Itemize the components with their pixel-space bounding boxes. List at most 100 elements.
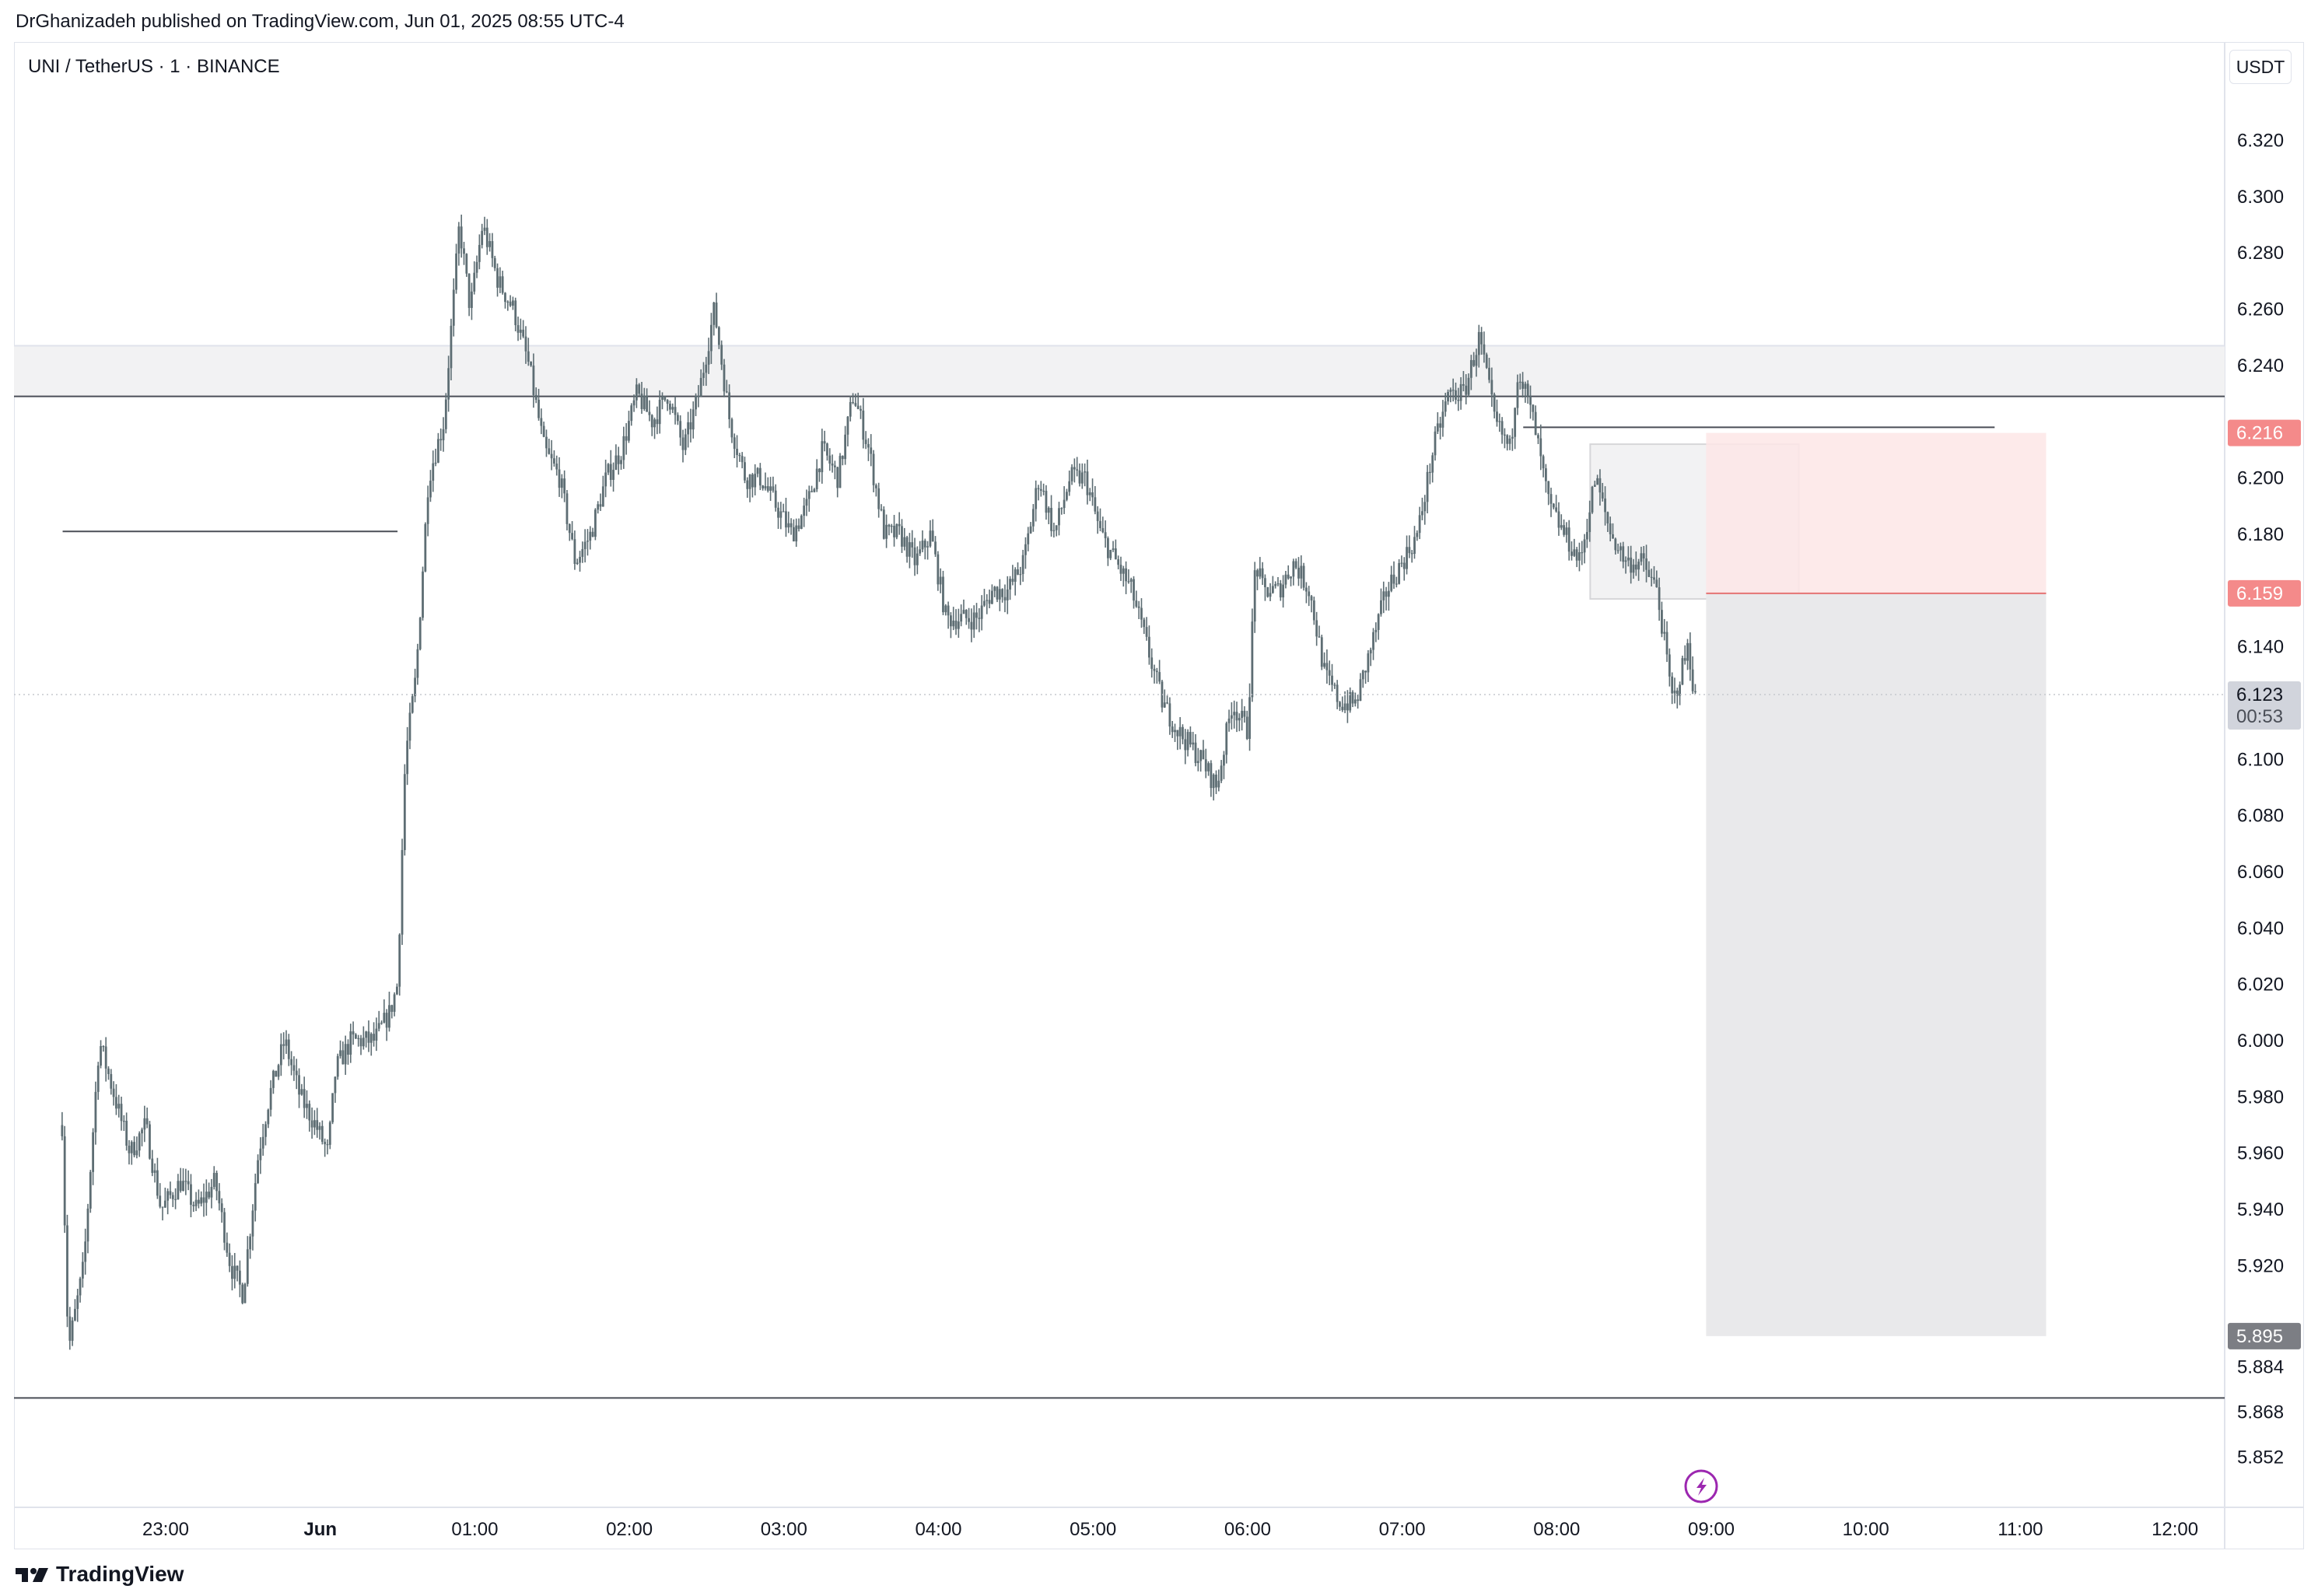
candle	[1140, 598, 1143, 628]
candle	[1264, 574, 1266, 601]
candle	[1483, 331, 1486, 363]
candle	[1351, 690, 1354, 708]
time-axis[interactable]: 23:00 Jun 01:00 02:00 03:00 04:00 05:00 06:00 07…	[142, 1519, 2198, 1540]
candle	[292, 1056, 296, 1081]
candle	[1563, 519, 1565, 537]
symbol-title[interactable]: UNI / TetherUS · 1 · BINANCE	[28, 56, 280, 77]
candle	[579, 551, 581, 572]
candle	[94, 1081, 97, 1145]
candles-layer	[61, 214, 1696, 1350]
price-axis[interactable]: 6.320 6.300 6.280 6.260 6.240 6.200 6.180 6.140…	[2237, 130, 2284, 1468]
price-tick-label: 6.200	[2237, 468, 2284, 489]
candle	[228, 1243, 231, 1272]
tradingview-logo[interactable]: TradingView	[16, 1562, 184, 1587]
lightning-icon[interactable]	[1684, 1469, 1718, 1503]
candle	[71, 1317, 74, 1346]
candle	[1238, 713, 1241, 732]
candle	[1248, 683, 1251, 751]
candle	[782, 503, 785, 513]
candle	[1182, 724, 1184, 744]
candle	[1413, 526, 1416, 559]
candle	[1598, 469, 1602, 506]
candle	[1498, 413, 1501, 432]
candle	[1480, 327, 1483, 355]
candle	[725, 380, 728, 394]
candle	[122, 1115, 125, 1132]
candle	[179, 1167, 182, 1193]
candle	[939, 568, 942, 593]
candle	[617, 446, 620, 475]
candle	[1241, 698, 1244, 731]
candle	[383, 999, 386, 1024]
stop-zone[interactable]	[1706, 432, 2047, 593]
price-tick-label: 5.960	[2237, 1143, 2284, 1164]
candle	[1653, 565, 1655, 584]
chart-frame	[14, 42, 2304, 1549]
price-tick-label: 6.080	[2237, 806, 2284, 827]
candle	[414, 668, 416, 702]
candle	[1428, 463, 1431, 485]
candle	[565, 489, 569, 530]
candle	[1521, 372, 1524, 398]
candle	[1336, 680, 1339, 709]
candle	[1269, 583, 1272, 601]
time-tick-label: 05:00	[1070, 1519, 1116, 1540]
candle	[1284, 571, 1287, 589]
candle	[681, 429, 685, 463]
candle	[1325, 649, 1329, 684]
candle	[648, 400, 651, 422]
candle	[1104, 520, 1107, 548]
candle	[375, 1017, 378, 1052]
candle	[328, 1120, 331, 1150]
candle	[601, 475, 604, 507]
candle	[676, 412, 679, 425]
candle	[460, 214, 463, 258]
candle	[942, 570, 944, 615]
candle	[628, 411, 630, 443]
candle	[117, 1094, 121, 1118]
candle	[473, 261, 476, 295]
candle	[625, 423, 628, 455]
candle	[872, 450, 875, 492]
candle	[316, 1108, 319, 1138]
candle	[890, 523, 893, 534]
candle	[1166, 695, 1168, 705]
candle	[287, 1034, 290, 1066]
candle	[844, 425, 847, 465]
candle	[615, 444, 618, 471]
candle	[1488, 358, 1490, 383]
candle	[1230, 702, 1233, 730]
candle	[738, 453, 741, 462]
candle	[475, 255, 478, 278]
candle	[695, 393, 697, 417]
candle	[986, 594, 989, 614]
candle	[1174, 723, 1176, 743]
candle	[1357, 695, 1360, 709]
candle	[1073, 458, 1076, 483]
candle	[1604, 486, 1606, 526]
candle	[341, 1041, 345, 1065]
candle	[308, 1100, 311, 1132]
candle	[568, 523, 571, 541]
candle	[156, 1157, 159, 1199]
candle	[1426, 464, 1429, 513]
candle	[1099, 508, 1101, 532]
candle	[63, 1125, 66, 1234]
candle	[1565, 522, 1568, 543]
candle	[1266, 586, 1269, 598]
candle	[212, 1166, 215, 1190]
currency-button[interactable]: USDT	[2229, 50, 2292, 84]
tradingview-logo-icon	[16, 1568, 48, 1582]
candle	[151, 1150, 154, 1177]
candle	[264, 1121, 267, 1146]
target-zone[interactable]	[1706, 593, 2047, 1336]
candle	[895, 523, 898, 540]
candle	[589, 526, 592, 550]
candle	[1143, 618, 1146, 635]
candle	[1282, 575, 1285, 608]
candle	[1215, 770, 1217, 794]
candle	[1014, 567, 1017, 596]
candle	[1444, 393, 1447, 417]
candle	[208, 1182, 211, 1200]
